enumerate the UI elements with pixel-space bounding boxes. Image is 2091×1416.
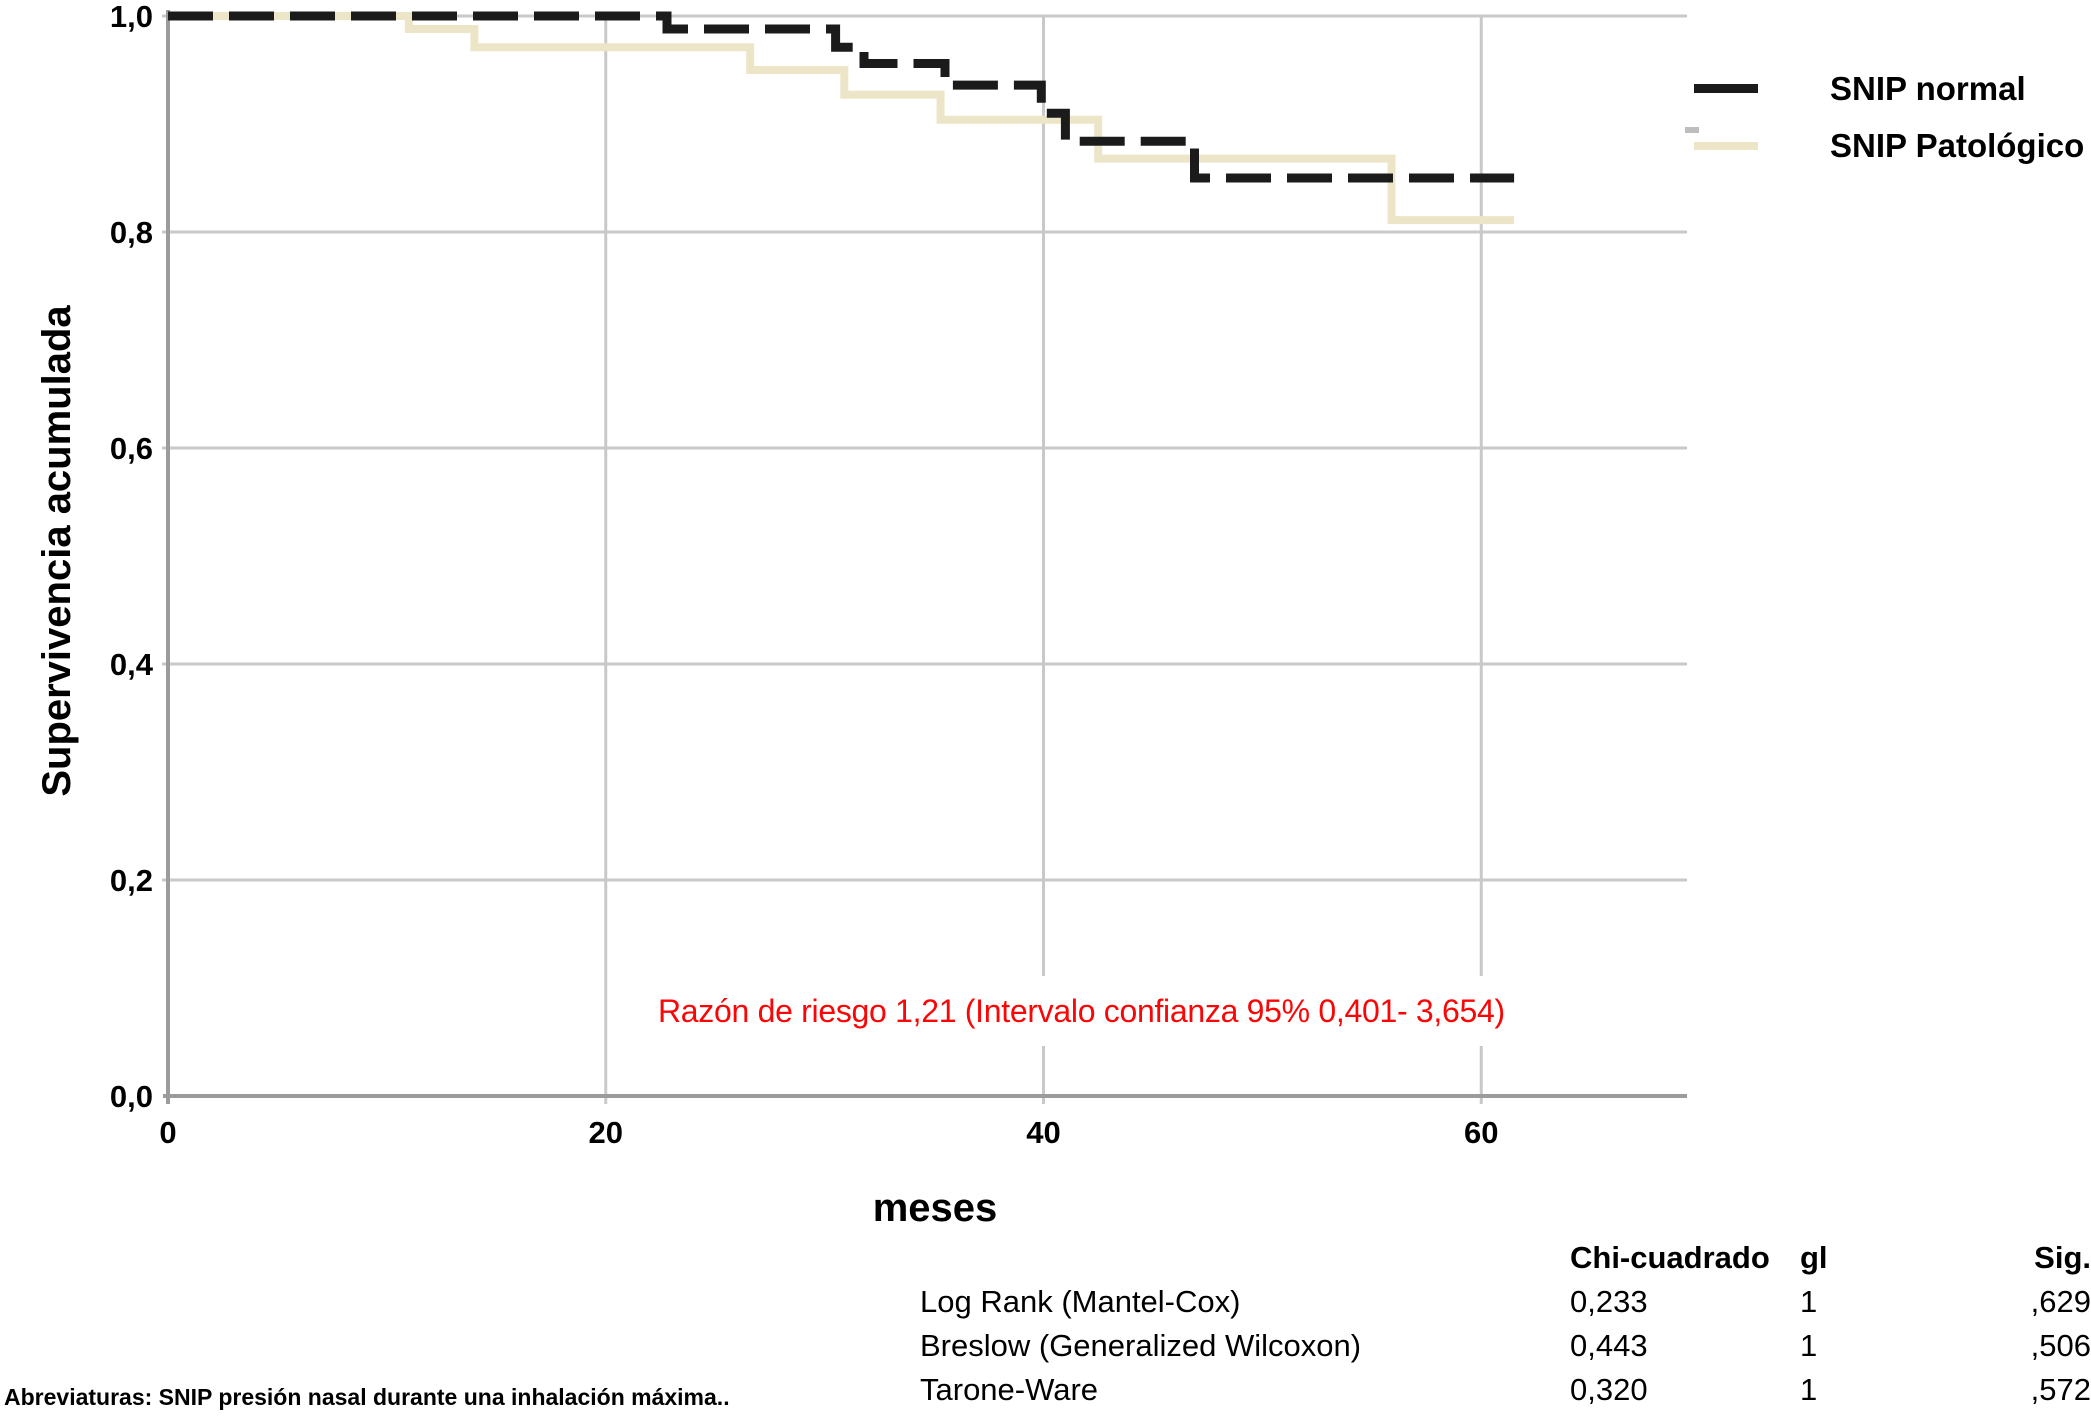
hazard-ratio-annotation: Razón de riesgo 1,21 (Intervalo confianz… — [646, 976, 1558, 1046]
y-axis-title: Supervivencia acumulada — [35, 305, 79, 797]
stats-row-chi: 0,320 — [1570, 1372, 1648, 1407]
stats-row-gl: 1 — [1800, 1328, 1818, 1363]
y-tick-label-0,8: 0,8 — [110, 215, 153, 250]
abbreviations-footnote: Abreviaturas: SNIP presión nasal durante… — [4, 1384, 730, 1410]
logrank-stats-table: Chi-cuadrado gl Sig. Log Rank (Mantel-Co… — [920, 1236, 2091, 1412]
snip-patologico-line-icon — [1694, 141, 1758, 150]
stats-row-sig: ,572 — [2030, 1372, 2091, 1407]
legend-stray-dash-icon — [1685, 127, 1699, 133]
x-tick-label-0: 0 — [159, 1115, 176, 1150]
stats-row-gl: 1 — [1800, 1284, 1818, 1319]
legend-item-snip-normal: SNIP normal — [1694, 60, 2084, 117]
stats-row-chi: 0,443 — [1570, 1328, 1648, 1363]
stats-row-test: Breslow (Generalized Wilcoxon) — [920, 1328, 1362, 1363]
survival-curve-snip-patológico — [168, 12, 1515, 225]
stats-row-gl: 1 — [1800, 1372, 1818, 1407]
stats-row-test: Log Rank (Mantel-Cox) — [920, 1284, 1241, 1319]
x-tick-label-60: 60 — [1464, 1115, 1498, 1150]
stats-header-empty — [920, 1236, 1570, 1280]
y-tick-label-0,2: 0,2 — [110, 863, 153, 898]
stats-header-gl: gl — [1800, 1240, 1828, 1275]
axes — [163, 10, 1687, 1104]
legend-item-snip-patologico: SNIP Patológico — [1694, 117, 2084, 174]
survival-curves — [168, 11, 1515, 225]
snip-normal-line-icon — [1694, 84, 1758, 93]
survival-curve-snip-normal — [168, 11, 1515, 183]
x-axis-title: meses — [872, 1186, 998, 1230]
y-tick-label-1,0: 1,0 — [110, 0, 153, 34]
stats-row-sig: ,629 — [2030, 1284, 2091, 1319]
stats-row-chi: 0,233 — [1570, 1284, 1648, 1319]
legend-label-snip-patologico: SNIP Patológico — [1830, 126, 2085, 164]
legend: SNIP normal SNIP Patológico — [1694, 60, 2084, 174]
x-tick-label-40: 40 — [1026, 1115, 1060, 1150]
hazard-ratio-text: Razón de riesgo 1,21 (Intervalo confianz… — [658, 992, 1505, 1029]
y-tick-label-0,4: 0,4 — [110, 647, 154, 682]
x-tick-label-20: 20 — [589, 1115, 623, 1150]
stats-row-test: Tarone-Ware — [920, 1372, 1099, 1407]
tick-labels: 0,0 0,2 0,4 0,6 0,8 1,0 0 20 40 60 — [110, 0, 1499, 1150]
stats-row-sig: ,506 — [2030, 1328, 2091, 1363]
legend-label-snip-normal: SNIP normal — [1830, 69, 2026, 107]
y-tick-label-0,6: 0,6 — [110, 431, 153, 466]
stats-header-chi: Chi-cuadrado — [1570, 1240, 1770, 1275]
y-tick-label-0,0: 0,0 — [110, 1079, 153, 1114]
gridlines — [162, 14, 1687, 1104]
stats-header-sig: Sig. — [2034, 1240, 2091, 1275]
